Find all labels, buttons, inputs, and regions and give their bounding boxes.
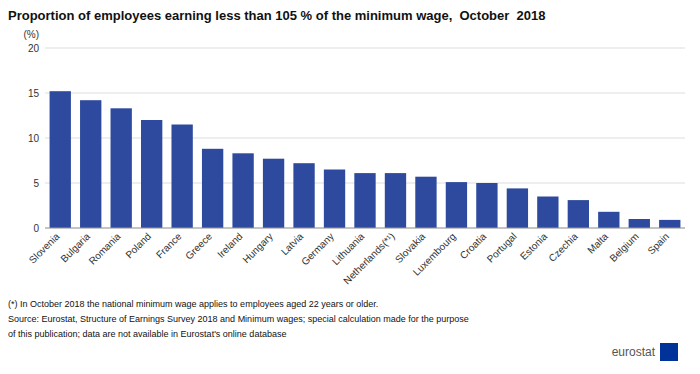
bar <box>232 153 253 228</box>
y-tick-label: 0 <box>33 223 39 234</box>
bar <box>476 183 497 228</box>
x-tick-label: Latvia <box>279 230 306 257</box>
grid-line <box>45 228 685 229</box>
bar <box>293 163 314 228</box>
bar <box>80 100 101 228</box>
x-tick-label: Germany <box>299 231 336 268</box>
x-tick-label: Malta <box>585 230 610 255</box>
x-tick-label: Luxembourg <box>411 231 458 278</box>
x-tick-label: France <box>154 230 184 260</box>
x-tick-label: Poland <box>123 231 153 261</box>
bar <box>354 173 375 228</box>
y-axis-label: (%) <box>23 29 39 40</box>
footnote: Source: Eurostat, Structure of Earnings … <box>8 314 469 324</box>
x-tick-label: Czechia <box>546 230 580 264</box>
y-tick-label: 5 <box>33 178 39 189</box>
bar <box>537 197 558 229</box>
bar <box>446 182 467 228</box>
x-tick-label: Romania <box>87 230 123 266</box>
grid-line <box>45 48 685 49</box>
bar <box>507 188 528 228</box>
x-axis-line <box>45 228 685 229</box>
bar <box>141 120 162 228</box>
x-tick-label: Spain <box>645 231 671 257</box>
x-tick-label: Netherlands(*¹) <box>341 231 397 287</box>
bar <box>50 91 71 228</box>
bar <box>659 220 680 228</box>
bar <box>568 200 589 228</box>
y-tick-label: 10 <box>28 133 40 144</box>
bar <box>202 149 223 228</box>
logo-icon <box>660 343 678 361</box>
footnote: of this publication; data are not availa… <box>8 329 286 339</box>
y-tick-label: 15 <box>28 88 40 99</box>
x-tick-label: Slovenia <box>27 230 62 265</box>
bar <box>324 170 345 229</box>
x-tick-label: Greece <box>183 230 214 261</box>
x-tick-label: Belgium <box>607 231 640 264</box>
title: Proportion of employees earning less tha… <box>8 8 545 23</box>
logo-text: eurostat <box>612 345 656 359</box>
chart: 05101520SloveniaBulgariaRomaniaPolandFra… <box>0 0 700 374</box>
bar <box>629 219 650 228</box>
footnote: (*) In October 2018 the national minimum… <box>8 299 378 309</box>
x-tick-label: Hungary <box>240 231 275 266</box>
bar <box>415 177 436 228</box>
bars <box>50 91 681 228</box>
bar <box>171 125 192 229</box>
x-tick-label: Estonia <box>518 230 550 262</box>
bar <box>263 159 284 228</box>
y-tick-label: 20 <box>28 43 40 54</box>
grid <box>45 48 685 228</box>
x-tick-label: Ireland <box>215 231 244 260</box>
bar <box>111 108 132 228</box>
bar <box>385 173 406 228</box>
bar <box>598 212 619 228</box>
grid-line <box>45 93 685 94</box>
x-tick-label: Portugal <box>485 231 519 265</box>
